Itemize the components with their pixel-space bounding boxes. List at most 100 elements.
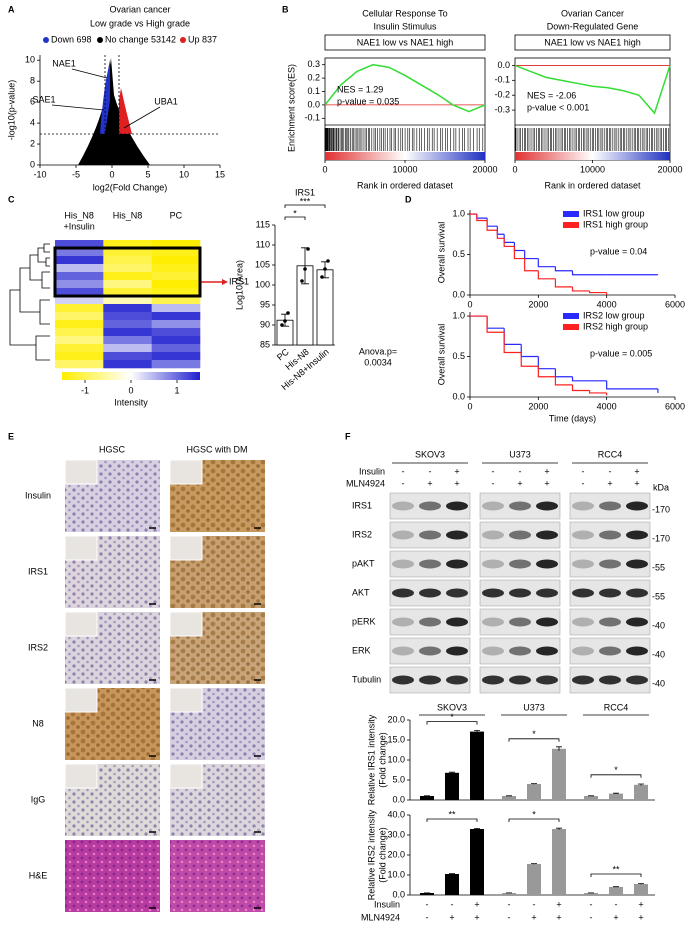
ihc-row-label: N8 (32, 718, 44, 728)
x-tick-label: 0 (467, 299, 472, 309)
heatmap-cell (55, 328, 104, 337)
error-bar (474, 730, 480, 733)
survival-step (503, 238, 515, 248)
x-tick-label: 0 (322, 164, 327, 174)
blot-band (536, 675, 558, 685)
survival-step (520, 352, 539, 367)
colorbar-tick-label: 0 (128, 385, 133, 395)
heatmap-cell (55, 320, 104, 329)
heatmap-cell (151, 352, 201, 361)
heatmap-cell (103, 328, 152, 337)
heatmap-cell (151, 248, 201, 257)
heatmap-cell (103, 272, 152, 281)
annotation: NES = 1.29 (337, 84, 383, 94)
significance-label: * (450, 712, 454, 722)
legend-swatch (563, 211, 579, 217)
y-tick-label: 10.0 (387, 869, 405, 879)
survival-step (496, 230, 505, 239)
y-tick-label: -0.3 (494, 104, 510, 114)
y-axis-label: Relative IRS1 intensity (366, 714, 376, 805)
ihc-texture (65, 840, 160, 912)
significance-bracket (284, 204, 326, 208)
bar (502, 796, 516, 800)
significance-label: * (532, 729, 536, 739)
error-bar (556, 746, 562, 751)
condition-sign: - (590, 899, 593, 909)
x-tick-label: 0 (512, 164, 517, 174)
blot-band (392, 530, 414, 540)
data-point (323, 267, 327, 271)
kda-marker: -40 (652, 678, 665, 688)
band-label: IRS2 (352, 529, 372, 539)
bar (445, 874, 459, 895)
y-tick-label: 95 (260, 299, 270, 309)
x-tick-label: -5 (72, 169, 80, 179)
legend-swatch (563, 324, 579, 330)
x-tick-label: 10 (179, 169, 189, 179)
kda-marker: -40 (652, 649, 665, 659)
blot-band (509, 501, 531, 511)
y-tick-label: 0.1 (307, 86, 320, 96)
y-tick-label: 6 (30, 97, 35, 107)
blot-band (392, 559, 414, 569)
heatmap-cell (151, 312, 201, 321)
y-axis-label: -log10(p-value) (6, 80, 16, 141)
condition-sign: + (613, 912, 618, 922)
colorbar-tick-label: 1 (174, 385, 179, 395)
bar (470, 731, 484, 800)
blot-band (572, 530, 594, 540)
annotation: p-value = 0.035 (337, 96, 399, 106)
blot-band (572, 559, 594, 569)
significance-label: ** (612, 864, 620, 874)
blot-band (419, 617, 441, 627)
x-tick-label: 20000 (657, 164, 682, 174)
significance-label: * (293, 208, 297, 218)
y-tick-label: 40.0 (387, 809, 405, 819)
ihc-row-label: H&E (29, 870, 48, 880)
blot-band (392, 646, 414, 656)
condition-sign: + (556, 899, 561, 909)
condition-label: Insulin (359, 466, 385, 476)
blot-band (482, 559, 504, 569)
colorbar-label: Intensity (114, 397, 148, 407)
blot-band (626, 646, 648, 656)
ihc-inset (64, 611, 98, 637)
panel-label: C (8, 194, 15, 204)
survival-step (524, 258, 539, 272)
error-bar (449, 873, 455, 875)
y-tick-label: 0.3 (307, 59, 320, 69)
ihc-column-label: HGSC with DM (186, 444, 247, 454)
blot-band (626, 559, 648, 569)
heatmap-cell (151, 344, 201, 353)
rank-gradient (325, 152, 485, 160)
column-label: +Insulin (64, 221, 95, 231)
significance-bracket (590, 873, 642, 877)
highlight-box (53, 246, 202, 298)
blot-band (572, 617, 594, 627)
kda-marker: -170 (652, 504, 670, 514)
colorbar (62, 372, 200, 380)
condition-sign: + (607, 478, 612, 488)
condition-sign: - (429, 466, 432, 476)
band-label: IRS1 (352, 500, 372, 510)
group-label: SKOV3 (437, 702, 467, 712)
blot-band (626, 501, 648, 511)
condition-sign: - (402, 478, 405, 488)
blot-band (536, 588, 558, 598)
condition-sign: - (590, 912, 593, 922)
ihc-inset (169, 611, 203, 637)
y-tick-label: -0.1 (304, 113, 320, 123)
annotation: 0.0034 (364, 357, 392, 367)
x-tick-label: 6000 (665, 401, 685, 411)
y-tick-label: 0.5 (452, 351, 465, 361)
survival-step (513, 246, 525, 260)
blot-band (392, 501, 414, 511)
survival-step (520, 344, 539, 358)
survival-step (496, 226, 505, 235)
blot-band (419, 530, 441, 540)
panel-label: D (405, 194, 412, 204)
significance-bracket (426, 818, 478, 822)
y-tick-label: 115 (256, 219, 270, 229)
blot-band (626, 675, 648, 685)
y-tick-label: 15.0 (387, 734, 405, 744)
